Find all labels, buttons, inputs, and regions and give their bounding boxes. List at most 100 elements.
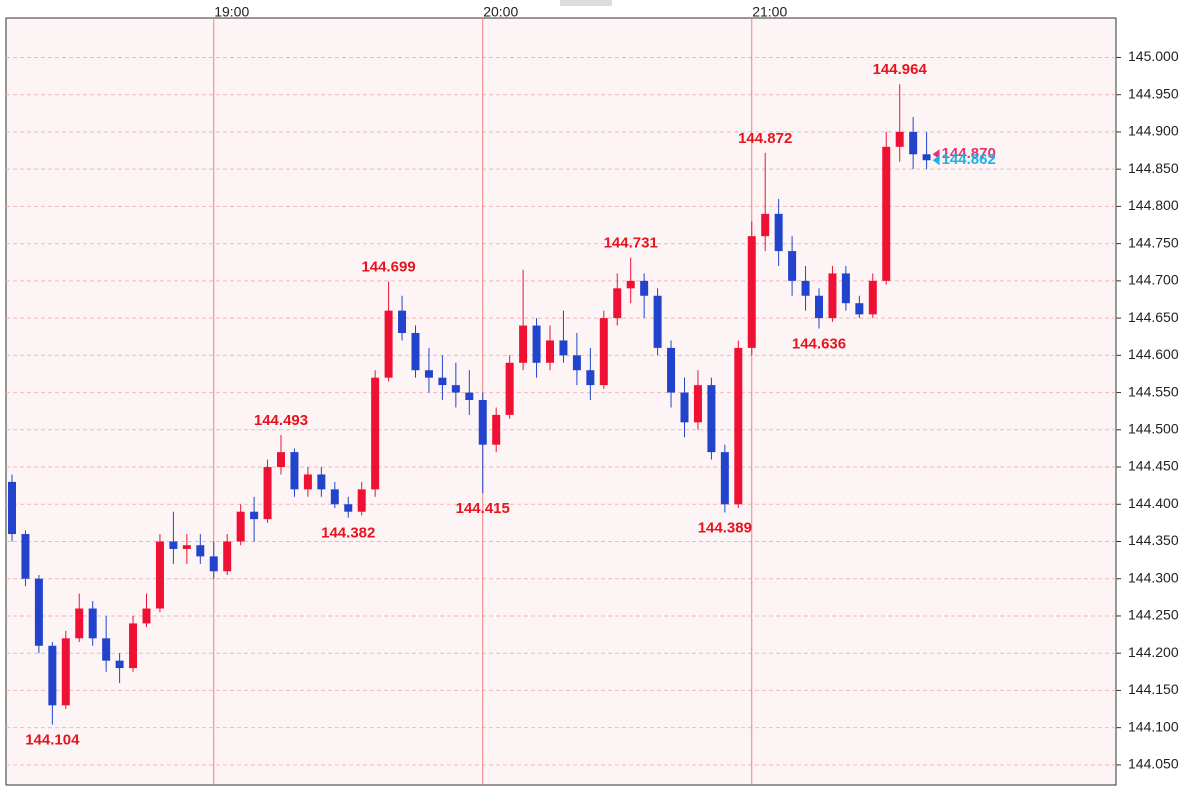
candle-body <box>303 474 312 490</box>
candle-body <box>693 385 702 423</box>
candle-body <box>734 347 743 505</box>
candle-body <box>21 534 30 579</box>
candle-body <box>424 370 433 378</box>
candle-body <box>209 556 218 572</box>
y-tick-label: 144.450 <box>1128 458 1179 474</box>
candle-body <box>357 489 366 512</box>
candle-body <box>613 288 622 319</box>
y-tick-label: 144.700 <box>1128 272 1179 288</box>
candle-body <box>505 362 514 415</box>
candle-body <box>196 545 205 557</box>
candle-body <box>761 213 770 237</box>
y-tick-label: 144.900 <box>1128 123 1179 139</box>
candle-body <box>451 385 460 393</box>
candle-body <box>438 377 447 386</box>
x-tick-label: 19:00 <box>214 4 249 20</box>
candle-body <box>572 355 581 371</box>
candle-body <box>223 541 232 572</box>
candle-body <box>236 511 245 542</box>
y-tick-label: 144.400 <box>1128 495 1179 511</box>
y-tick-label: 144.050 <box>1128 756 1179 772</box>
candle-body <box>34 578 43 646</box>
candle-body <box>667 347 676 393</box>
candle-body <box>788 251 797 281</box>
price-marker <box>932 155 940 166</box>
extreme-label: 144.731 <box>604 235 658 252</box>
candle-body <box>169 541 178 549</box>
candle-body <box>115 660 124 669</box>
y-tick-label: 145.000 <box>1128 48 1179 64</box>
candle-body <box>640 280 649 296</box>
candle-body <box>922 154 931 161</box>
candle-body <box>626 280 635 289</box>
candle-body <box>855 303 864 315</box>
candle-body <box>75 608 84 639</box>
candle-body <box>317 474 326 490</box>
candle-body <box>801 280 810 296</box>
candle-body <box>747 236 756 348</box>
x-tick-label: 20:00 <box>483 4 518 20</box>
candle-body <box>344 504 353 512</box>
candle-body <box>599 318 608 386</box>
candle-body <box>129 623 138 669</box>
y-tick-label: 144.300 <box>1128 569 1179 585</box>
candle-body <box>720 452 729 505</box>
y-tick-label: 144.200 <box>1128 644 1179 660</box>
x-tick-label: 21:00 <box>752 4 787 20</box>
extreme-label: 144.389 <box>698 519 752 536</box>
candle-body <box>559 340 568 356</box>
extreme-label: 144.699 <box>361 259 415 276</box>
y-tick-label: 144.150 <box>1128 681 1179 697</box>
candle-body <box>868 280 877 315</box>
y-tick-label: 144.500 <box>1128 421 1179 437</box>
candle-body <box>88 608 97 639</box>
extreme-label: 144.493 <box>254 412 308 429</box>
y-tick-label: 144.650 <box>1128 309 1179 325</box>
candle-body <box>586 370 595 386</box>
candle-body <box>815 295 823 319</box>
candle-body <box>398 310 407 333</box>
candle-body <box>330 489 339 505</box>
candle-body <box>102 638 111 661</box>
y-tick-label: 144.350 <box>1128 532 1179 548</box>
y-tick-label: 144.950 <box>1128 85 1179 101</box>
extreme-label: 144.872 <box>738 130 792 147</box>
candle-body <box>909 131 918 155</box>
candle-body <box>8 481 16 535</box>
extreme-label: 144.382 <box>321 525 375 542</box>
candle-body <box>371 377 380 490</box>
price-marker-label: 144.862 <box>942 151 996 168</box>
price-marker-label: 144.870 <box>942 145 996 162</box>
candle-body <box>290 452 299 490</box>
candle-body <box>478 400 487 445</box>
y-tick-label: 144.600 <box>1128 346 1179 362</box>
y-tick-label: 144.850 <box>1128 160 1179 176</box>
plot-area <box>5 17 1117 786</box>
extreme-label: 144.415 <box>456 500 510 517</box>
y-tick-label: 144.100 <box>1128 718 1179 734</box>
candle-body <box>680 392 689 423</box>
candle-body <box>546 340 554 363</box>
candle-body <box>250 511 259 520</box>
candle-body <box>841 273 850 304</box>
candle-body <box>182 545 191 549</box>
candle-body <box>519 325 528 363</box>
candle-body <box>532 325 541 363</box>
candle-body <box>411 332 420 371</box>
candle-body <box>61 638 70 706</box>
candle-body <box>882 146 891 281</box>
candle-body <box>828 273 837 319</box>
extreme-label: 144.104 <box>25 732 80 749</box>
extreme-label: 144.636 <box>792 335 846 352</box>
candle-body <box>895 131 904 147</box>
candle-body <box>384 310 393 378</box>
y-tick-label: 144.550 <box>1128 383 1179 399</box>
candle-body <box>465 392 474 401</box>
candle-body <box>653 295 662 348</box>
candle-body <box>774 213 783 252</box>
candle-body <box>707 385 716 453</box>
extreme-label: 144.964 <box>873 61 928 78</box>
candle-body <box>155 541 164 609</box>
